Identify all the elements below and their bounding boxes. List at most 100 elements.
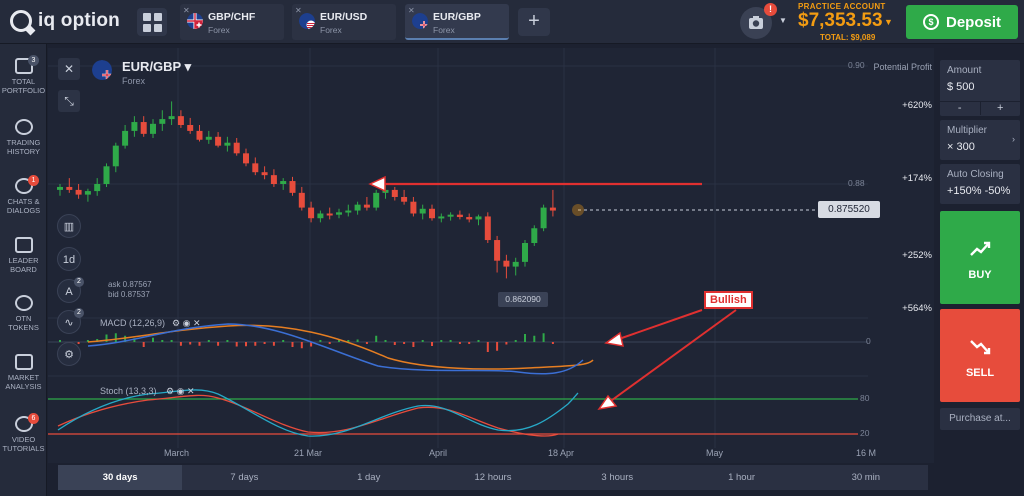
portfolio-badge: 3 (28, 55, 39, 66)
macd-bar (375, 335, 378, 342)
sell-button[interactable]: SELL (940, 309, 1020, 402)
gear-icon[interactable]: ⚙ (166, 386, 175, 396)
sidebar-item-market-analysis[interactable]: MARKET ANALYSIS (0, 354, 47, 391)
chevron-down-icon[interactable]: ▼ (884, 17, 893, 27)
time-range-7-days[interactable]: 7 days (230, 472, 259, 483)
logo-icon (10, 10, 32, 32)
increase-amount-button[interactable]: + (997, 102, 1004, 114)
logo-text: iq option (38, 10, 120, 31)
close-icon[interactable]: ✕ (183, 6, 190, 15)
chevron-right-icon: › (1012, 134, 1015, 144)
sidebar-item-label: LEADER BOARD (8, 256, 39, 274)
tab-pair: EUR/USD (320, 11, 368, 23)
deposit-button[interactable]: $ Deposit (906, 5, 1018, 39)
candle-body (484, 216, 491, 241)
sidebar-item-label: VIDEO TUTORIALS (2, 435, 45, 453)
settings-button[interactable]: ⚙ (57, 342, 81, 366)
candle-body (391, 189, 398, 197)
time-range-3-hours[interactable]: 3 hours (601, 472, 634, 483)
current-price-tag: 0.875520 (818, 201, 880, 218)
stoch-label: Stoch (13,3,3) (100, 386, 157, 396)
time-range-1-hour[interactable]: 1 hour (728, 472, 756, 483)
sidebar-item-video-tutorials[interactable]: 6 VIDEO TUTORIALS (0, 413, 47, 453)
time-range-12-hours[interactable]: 12 hours (474, 472, 512, 483)
candle-body (150, 123, 156, 134)
eye-icon[interactable]: ◉ (182, 318, 191, 328)
candle-body (177, 116, 184, 125)
close-chart-button[interactable]: ✕ (58, 58, 80, 80)
sidebar-item-history[interactable]: TRADING HISTORY (0, 119, 47, 156)
add-tab-button[interactable]: + (518, 8, 550, 36)
stoch-d-line (57, 394, 559, 437)
close-icon[interactable]: ✕ (295, 6, 302, 15)
sidebar-item-leaderboard[interactable]: LEADER BOARD (0, 237, 47, 274)
tab-eur-gbp[interactable]: ✕ EUR/GBP Forex (405, 4, 509, 40)
tab-gbp-chf[interactable]: ✕ GBP/CHF Forex (180, 4, 284, 40)
sidebar-item-chats[interactable]: 1 CHATS & DIALOGS (0, 175, 47, 215)
x-label: 16 M (856, 448, 877, 458)
profit-level: +564% (902, 303, 932, 314)
fullscreen-button[interactable]: ⤡ (58, 90, 80, 112)
tab-eur-usd[interactable]: ✕ EUR/USD Forex (292, 4, 396, 40)
time-range-bar: 30 days 7 days 1 day 12 hours 3 hours 1 … (58, 465, 928, 490)
amount-field[interactable]: Amount $ 500 - + (940, 60, 1020, 116)
chevron-down-icon[interactable]: ▾ (184, 59, 192, 74)
auto-closing-field[interactable]: Auto Closing +150% -50% (940, 164, 1020, 204)
purchase-at-button[interactable]: Purchase at... (940, 408, 1020, 430)
macd-bar (198, 342, 201, 346)
axis-label-088: 0.88 (848, 178, 865, 188)
close-icon[interactable]: ✕ (408, 6, 415, 15)
amount-value[interactable]: $ 500 (947, 81, 975, 93)
time-range-30-min[interactable]: 30 min (851, 472, 881, 483)
buy-button[interactable]: BUY (940, 211, 1020, 304)
candle-body (503, 260, 510, 267)
close-icon[interactable]: ✕ (186, 386, 195, 396)
decrease-amount-button[interactable]: - (940, 102, 981, 115)
sidebar-item-label: MARKET ANALYSIS (5, 373, 42, 391)
macd-bar (431, 342, 433, 346)
candle-body (196, 130, 203, 140)
drawing-tools-badge: 2 (74, 277, 84, 287)
macd-zero-label: 0 (866, 336, 871, 346)
close-icon: ✕ (63, 62, 75, 76)
sidebar-item-label: TOTAL PORTFOLIO (1, 77, 46, 95)
macd-controls: ⚙ ◉ ✕ (172, 318, 201, 329)
sidebar-item-label: OTN TOKENS (8, 314, 39, 332)
potential-profit-header: Potential Profit (873, 62, 932, 72)
stoch-20-label: 20 (860, 428, 870, 438)
candle-body (512, 261, 519, 267)
macd-bar (533, 335, 536, 342)
time-range-30-days[interactable]: 30 days (58, 465, 183, 490)
candle-body (233, 142, 240, 154)
auto-closing-label: Auto Closing (947, 169, 1004, 180)
gear-icon[interactable]: ⚙ (172, 318, 181, 328)
logo[interactable]: iq option (10, 10, 120, 32)
indicators-button[interactable]: ∿ (57, 310, 81, 334)
candle-body (57, 186, 63, 190)
chart-area[interactable]: EUR/GBP ▾ Forex ✕ ⤡ ▥ 1d A 2 ∿ 2 ⚙ ask 0… (48, 48, 934, 463)
chevron-down-icon[interactable]: ▼ (779, 16, 787, 25)
multiplier-field[interactable]: Multiplier × 300 › (940, 120, 1020, 160)
macd-bar (86, 340, 89, 342)
time-range-1-day[interactable]: 1 day (357, 472, 381, 483)
candle-body (243, 153, 249, 164)
eye-icon[interactable]: ◉ (176, 386, 185, 396)
sidebar-item-portfolio[interactable]: 3 TOTAL PORTFOLIO (0, 55, 47, 95)
camera-icon (749, 16, 763, 29)
candle-body (373, 192, 380, 208)
sidebar-item-otn-tokens[interactable]: OTN TOKENS (0, 295, 47, 332)
flag-eur-gbp-icon (92, 60, 112, 80)
chart-type-button[interactable]: ▥ (57, 214, 81, 238)
close-icon[interactable]: ✕ (192, 318, 201, 328)
candlestick-chart[interactable] (48, 48, 934, 463)
asset-grid-button[interactable] (137, 8, 167, 36)
current-price-glow (572, 204, 584, 216)
timeframe-button[interactable]: 1d (57, 247, 81, 271)
macd-bar (328, 342, 331, 344)
account-balance[interactable]: $7,353.53 (798, 10, 883, 31)
chats-badge: 1 (28, 175, 39, 186)
macd-bar (551, 342, 554, 344)
analysis-icon (14, 354, 33, 370)
multiplier-value: × 300 (947, 141, 975, 153)
macd-bar (152, 337, 154, 342)
